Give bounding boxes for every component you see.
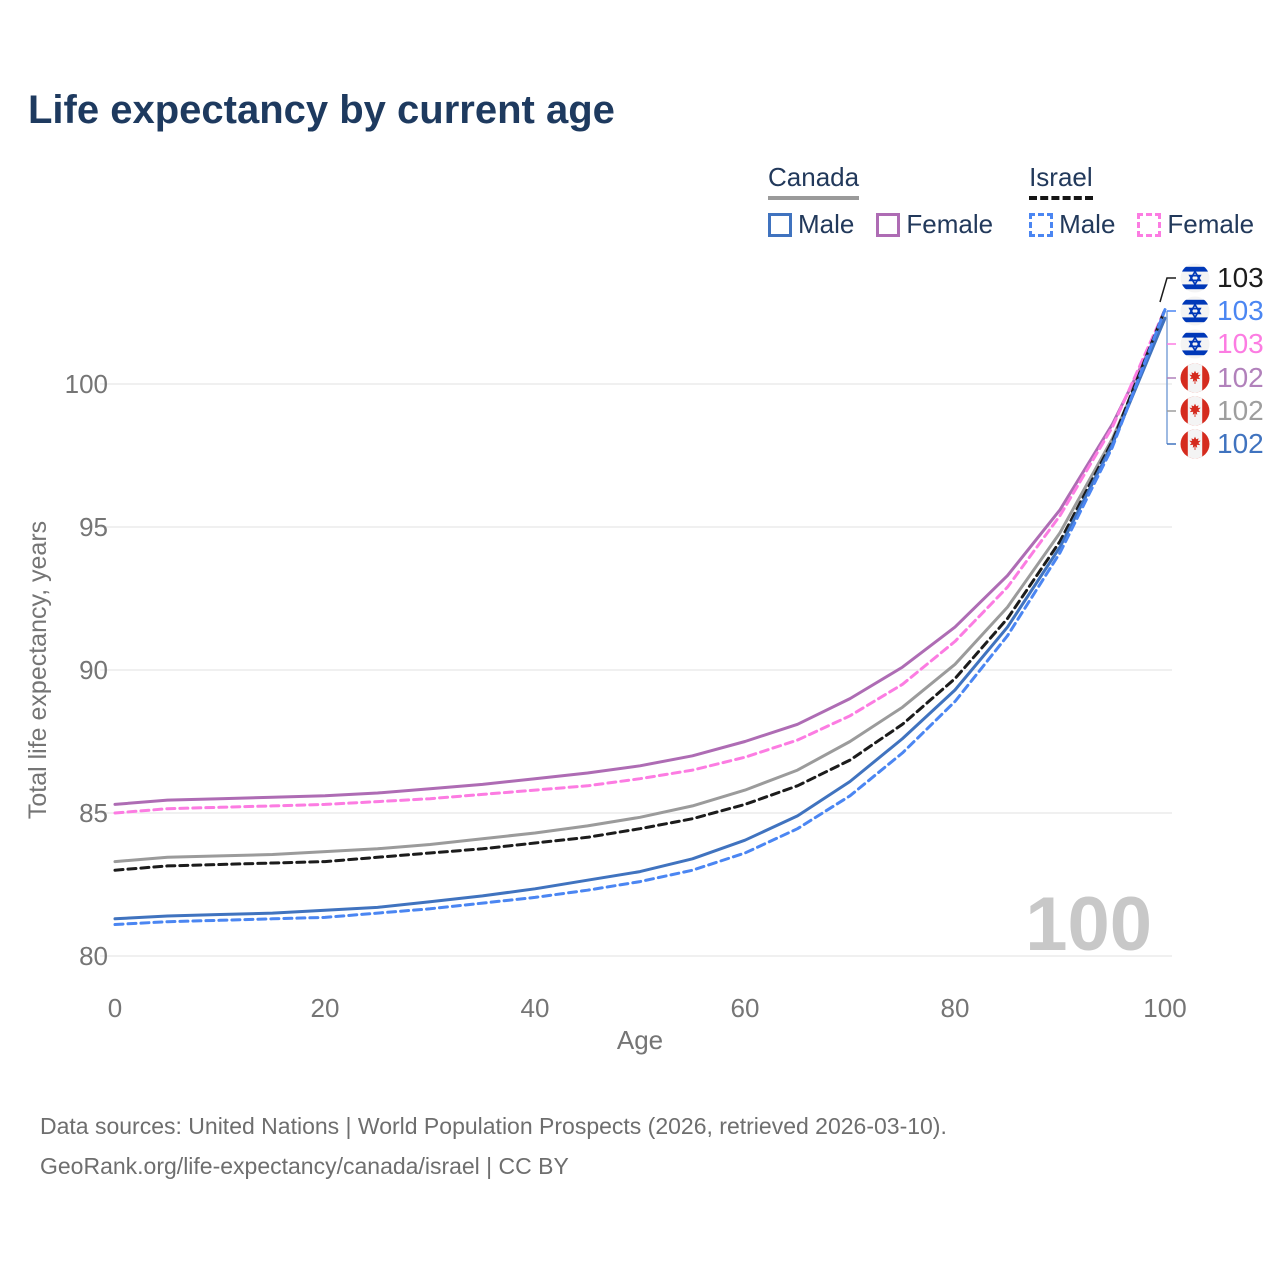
y-tick-label-80: 80 xyxy=(79,941,108,971)
legend-label-canada-female: Female xyxy=(906,209,994,239)
footer-data-sources: Data sources: United Nations | World Pop… xyxy=(40,1113,947,1139)
legend-row-israel: Male Female xyxy=(1029,209,1254,240)
x-tick-label-100: 100 xyxy=(1143,993,1186,1023)
page-title: Life expectancy by current age xyxy=(28,88,615,132)
y-tick-label-100: 100 xyxy=(65,369,108,399)
end-label-row-0: 103 xyxy=(1180,262,1264,294)
end-label-row-5: 102 xyxy=(1180,428,1264,460)
legend-header-israel: Israel xyxy=(1029,162,1093,200)
israel-flag-icon xyxy=(1180,296,1210,326)
leader-line-top xyxy=(1159,277,1176,303)
legend-item-israel-male[interactable]: Male xyxy=(1029,209,1115,240)
legend-label-israel-male: Male xyxy=(1059,209,1116,239)
israel-flag-icon xyxy=(1180,263,1210,293)
end-label-value: 102 xyxy=(1217,362,1264,393)
series-line-canada-both xyxy=(113,316,1167,864)
footer: Data sources: United Nations | World Pop… xyxy=(40,1106,947,1186)
age-watermark: 100 xyxy=(1025,882,1152,967)
legend-item-israel-female[interactable]: Female xyxy=(1137,209,1254,240)
series-line-israel-female xyxy=(113,308,1167,815)
israel-female-swatch-icon xyxy=(1137,212,1162,237)
legend-row-canada: Male Female xyxy=(768,209,993,240)
end-label-value: 103 xyxy=(1217,328,1264,359)
x-tick-label-40: 40 xyxy=(521,993,550,1023)
x-tick-label-0: 0 xyxy=(108,993,122,1023)
series-line-israel-male xyxy=(113,308,1167,926)
end-label-row-4: 102 xyxy=(1180,395,1264,427)
legend-item-canada-male[interactable]: Male xyxy=(768,209,854,240)
israel-flag-icon xyxy=(1180,329,1210,359)
canada-flag-icon xyxy=(1180,429,1210,459)
canada-flag-icon xyxy=(1180,363,1210,393)
x-axis-title: Age xyxy=(617,1025,663,1055)
series-line-canada-female xyxy=(113,316,1167,806)
legend-label-israel-female: Female xyxy=(1167,209,1255,239)
end-label-row-1: 103 xyxy=(1180,295,1264,327)
end-label-value: 103 xyxy=(1217,295,1264,326)
y-tick-label-95: 95 xyxy=(79,512,108,542)
canada-male-swatch-icon xyxy=(768,212,792,237)
series-line-canada-male xyxy=(113,316,1167,921)
series-line-israel-both xyxy=(113,308,1167,872)
legend-header-canada: Canada xyxy=(768,162,860,200)
y-tick-label-85: 85 xyxy=(79,798,108,828)
end-label-value: 102 xyxy=(1217,428,1264,459)
x-tick-label-80: 80 xyxy=(941,993,970,1023)
legend-group-canada: Canada Male Female xyxy=(768,162,993,240)
end-label-value: 103 xyxy=(1217,262,1264,293)
canada-female-swatch-icon xyxy=(876,212,901,237)
footer-attribution-link: GeoRank.org/life-expectancy/canada/israe… xyxy=(40,1153,569,1179)
x-tick-label-20: 20 xyxy=(311,993,340,1023)
legend-item-canada-female[interactable]: Female xyxy=(876,209,993,240)
israel-male-swatch-icon xyxy=(1029,212,1054,237)
end-label-value: 102 xyxy=(1217,395,1264,426)
legend-label-canada-male: Male xyxy=(798,209,855,239)
canada-flag-icon xyxy=(1180,396,1210,426)
end-label-row-2: 103 xyxy=(1180,328,1264,360)
legend-group-israel: Israel Male Female xyxy=(1029,162,1254,240)
y-tick-label-90: 90 xyxy=(79,655,108,685)
end-label-row-3: 102 xyxy=(1180,362,1264,394)
legend: Canada Male Female Israel Male Female xyxy=(768,162,1254,240)
x-tick-label-60: 60 xyxy=(731,993,760,1023)
y-axis-title: Total life expectancy, years xyxy=(24,521,52,819)
